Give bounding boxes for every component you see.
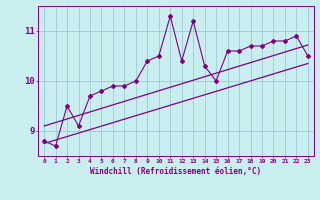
X-axis label: Windchill (Refroidissement éolien,°C): Windchill (Refroidissement éolien,°C)	[91, 167, 261, 176]
